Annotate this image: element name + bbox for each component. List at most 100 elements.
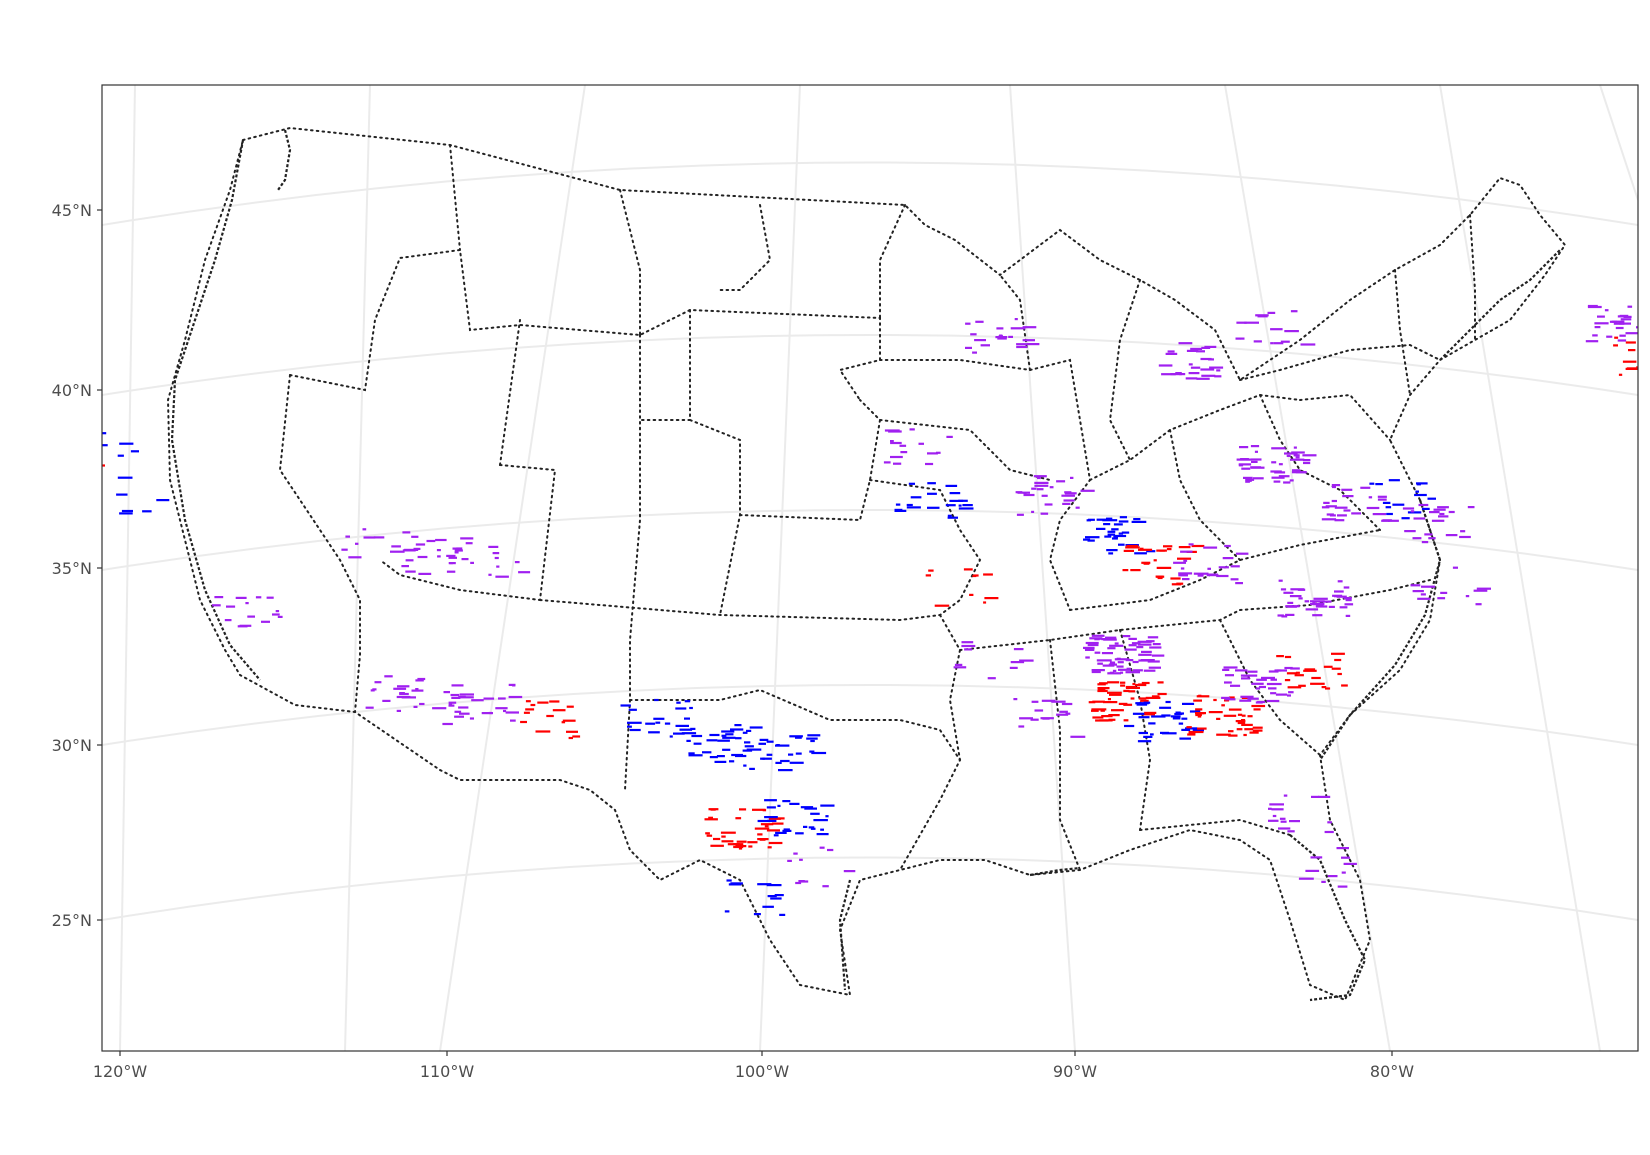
data-mark-37-7 <box>1010 327 1026 330</box>
data-mark-24-15 <box>1149 646 1162 649</box>
data-mark-3-0 <box>247 615 255 618</box>
data-mark-28-28 <box>1268 670 1279 673</box>
data-mark-29-17 <box>1283 591 1294 594</box>
data-mark-37-18 <box>1016 345 1028 349</box>
data-mark-22-10 <box>1153 559 1157 562</box>
data-mark-33-3 <box>1386 512 1393 516</box>
data-mark-0-16 <box>66 443 78 445</box>
data-mark-38-3 <box>1619 334 1626 337</box>
data-mark-30-15 <box>1341 684 1348 687</box>
data-mark-13-3 <box>721 835 726 838</box>
data-mark-26-14 <box>1181 728 1191 731</box>
data-mark-0-33 <box>57 432 70 434</box>
data-mark-8-17 <box>448 703 453 706</box>
data-mark-25-28 <box>1103 701 1118 704</box>
data-mark-44-0 <box>1018 725 1025 728</box>
longitude-axis: 120°W 110°W 100°W 90°W 80°W <box>93 1051 1414 1081</box>
data-mark-4-9 <box>405 559 414 562</box>
data-mark-23-16 <box>1178 574 1188 577</box>
data-mark-27-6 <box>1252 726 1263 729</box>
data-mark-32-16 <box>1337 514 1347 517</box>
data-mark-31-30 <box>1293 446 1297 449</box>
data-mark-34-17 <box>1413 517 1426 520</box>
data-mark-0-34 <box>87 438 90 440</box>
data-mark-18-8 <box>909 428 915 431</box>
data-mark-28-8 <box>1275 693 1288 696</box>
data-mark-11-9 <box>722 748 731 751</box>
data-mark-24-14 <box>1101 652 1113 655</box>
data-mark-12-1 <box>810 739 815 743</box>
data-mark-14-11 <box>813 819 828 822</box>
data-mark-38-26 <box>1606 335 1613 338</box>
data-mark-4-8 <box>401 565 409 568</box>
data-mark-13-6 <box>710 844 724 847</box>
data-mark-31-38 <box>1303 461 1311 465</box>
data-mark-35-15 <box>1208 358 1214 361</box>
data-mark-0-29 <box>76 438 91 440</box>
data-mark-33-7 <box>1414 493 1427 497</box>
data-mark-21-0 <box>1112 537 1118 540</box>
data-mark-31-35 <box>1236 458 1252 461</box>
data-mark-28-14 <box>1240 674 1251 677</box>
data-mark-24-16 <box>1143 669 1156 672</box>
data-mark-36-1 <box>1300 343 1316 346</box>
data-mark-9-4 <box>566 730 578 733</box>
data-mark-37-3 <box>996 327 1004 330</box>
data-mark-7-6 <box>411 689 424 692</box>
data-mark-25-25 <box>1107 681 1120 684</box>
data-mark-27-20 <box>1249 731 1259 734</box>
data-mark-34-16 <box>1445 534 1458 537</box>
data-mark-11-16 <box>734 724 742 727</box>
data-mark-31-12 <box>1270 470 1282 473</box>
data-mark-45-7 <box>961 644 976 648</box>
data-mark-0-19 <box>53 455 64 457</box>
data-mark-31-19 <box>1246 479 1252 482</box>
data-mark-13-21 <box>739 808 747 811</box>
data-mark-27-11 <box>1197 715 1202 718</box>
data-mark-38-28 <box>1641 338 1648 340</box>
data-mark-32-7 <box>1334 506 1348 509</box>
data-mark-6-4 <box>454 549 463 552</box>
data-mark-36-7 <box>1273 342 1284 345</box>
data-mark-20-13 <box>1017 491 1030 494</box>
data-mark-24-40 <box>1128 637 1137 640</box>
data-mark-32-10 <box>1360 486 1371 489</box>
data-mark-8-23 <box>510 719 516 722</box>
data-mark-10-17 <box>629 728 641 732</box>
data-mark-1-8 <box>130 450 139 453</box>
data-mark-11-22 <box>716 755 725 758</box>
lon-label-120: 120°W <box>93 1062 148 1081</box>
data-mark-14-2 <box>795 832 804 835</box>
data-mark-6-14 <box>452 547 462 550</box>
data-mark-21-20 <box>1107 533 1116 536</box>
data-mark-24-46 <box>1109 661 1116 664</box>
data-mark-0-44 <box>68 431 76 433</box>
data-mark-46-9 <box>1417 597 1431 600</box>
data-mark-21-19 <box>1118 532 1124 535</box>
data-mark-25-36 <box>1100 709 1105 712</box>
data-mark-5-10 <box>446 570 456 573</box>
data-mark-35-9 <box>1201 346 1211 349</box>
data-mark-29-5 <box>1281 615 1288 618</box>
data-mark-13-33 <box>721 840 734 843</box>
data-mark-23-11 <box>1180 550 1193 553</box>
data-mark-35-10 <box>1190 347 1203 350</box>
data-mark-8-12 <box>503 709 507 713</box>
data-mark-30-3 <box>1298 684 1306 687</box>
data-mark-38-7 <box>1620 318 1632 321</box>
data-mark-26-25 <box>1189 710 1201 713</box>
lat-label-45: 45°N <box>52 201 92 220</box>
data-mark-34-14 <box>1428 537 1436 540</box>
data-mark-31-34 <box>1253 477 1264 480</box>
data-mark-24-30 <box>1091 670 1101 674</box>
data-mark-12-19 <box>749 767 755 770</box>
data-mark-24-12 <box>1152 643 1161 646</box>
data-mark-25-11 <box>1138 683 1143 686</box>
data-mark-28-2 <box>1235 669 1248 672</box>
data-mark-31-31 <box>1289 479 1294 482</box>
data-mark-39-10 <box>1628 349 1636 352</box>
data-mark-28-27 <box>1240 695 1254 698</box>
data-mark-24-54 <box>1091 634 1105 637</box>
data-mark-46-1 <box>1475 603 1482 606</box>
data-mark-25-39 <box>1091 709 1099 712</box>
